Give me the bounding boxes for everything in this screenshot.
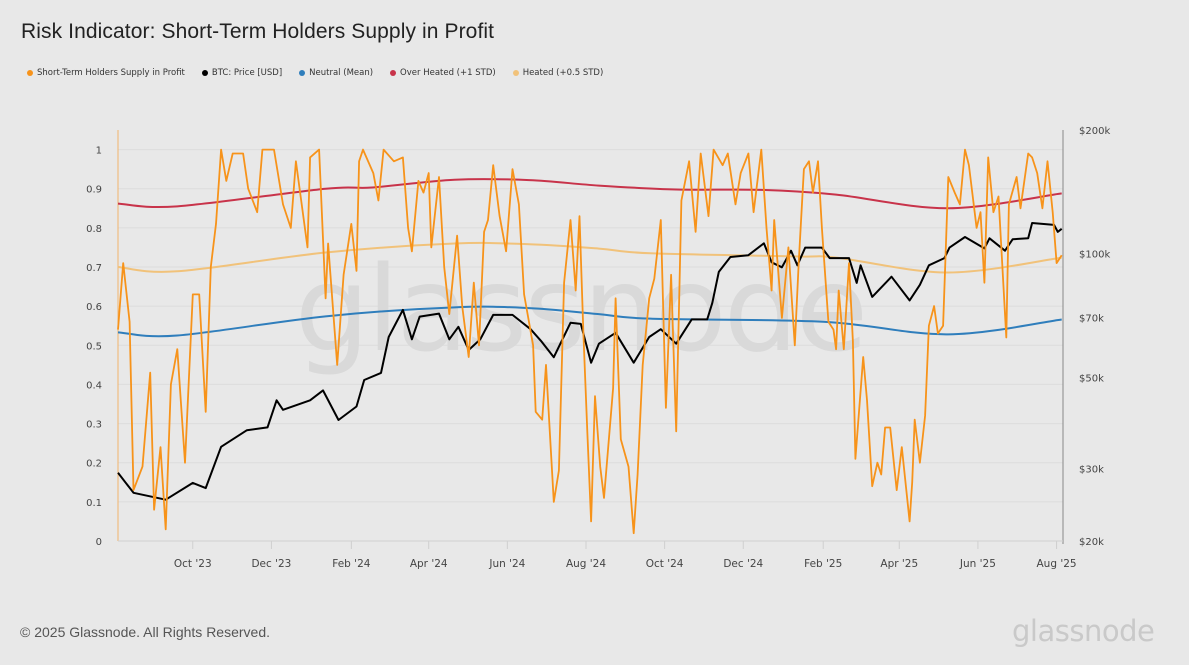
y-left-tick-label: 0.3	[86, 420, 102, 431]
series-neutral-mean	[117, 305, 1062, 338]
axes: 0 0.1 0.2 0.3 0.4 0.5 0.6 0.7 0.8 0.9 1 $20k $30k $50…	[86, 126, 1110, 570]
x-tick-label: Apr '25	[880, 558, 918, 570]
y-left-tick-label: 0.1	[86, 498, 102, 509]
series-heated	[117, 241, 1062, 274]
legend-item-heated[interactable]: Heated (+0.5 STD)	[512, 68, 604, 78]
legend-label: BTC: Price [USD]	[211, 68, 283, 78]
y-right-tick-label: $50k	[1079, 373, 1104, 384]
x-tick-label: Dec '24	[723, 558, 763, 570]
x-tick-label: Apr '24	[410, 558, 448, 570]
x-tick-label: Jun '25	[959, 558, 996, 570]
x-tick-label: Feb '24	[332, 558, 370, 570]
series-sth-supply-in-profit	[117, 148, 1063, 535]
x-tick-label: Aug '25	[1037, 558, 1077, 570]
y-right-tick-label: $70k	[1079, 313, 1104, 324]
y-right-tick-label: $30k	[1079, 465, 1104, 476]
y-left-tick-label: 0.5	[86, 341, 102, 352]
watermark: glassnode	[295, 240, 865, 378]
x-tick-label: Oct '24	[646, 558, 684, 570]
y-left-tick-label: 0.4	[86, 380, 102, 391]
y-left-tick-label: 0	[96, 537, 102, 548]
copyright-text: © 2025 Glassnode. All Rights Reserved.	[20, 624, 271, 640]
y-left-tick-label: 0.9	[86, 185, 102, 196]
legend-dot-icon	[27, 70, 33, 76]
y-left-tick-label: 0.6	[86, 302, 102, 313]
legend: Short-Term Holders Supply in Profit BTC:…	[27, 68, 620, 78]
x-tick-label: Feb '25	[804, 558, 842, 570]
x-tick-label: Dec '23	[251, 558, 291, 570]
series-sth-supply-in-profit-line	[117, 148, 1063, 535]
y-left-tick-label: 0.2	[86, 459, 102, 470]
legend-label: Over Heated (+1 STD)	[400, 68, 496, 78]
legend-item-over-heated[interactable]: Over Heated (+1 STD)	[390, 68, 496, 78]
y-right-tick-label: $20k	[1079, 537, 1104, 548]
legend-item-neutral[interactable]: Neutral (Mean)	[299, 68, 373, 78]
legend-dot-icon	[390, 70, 397, 76]
chart-title: Risk Indicator: Short-Term Holders Suppl…	[21, 20, 495, 43]
glassnode-logo: glassnode	[1012, 614, 1155, 648]
series-heated-line	[117, 241, 1062, 274]
x-tick-label: Oct '23	[174, 558, 212, 570]
legend-label: Short-Term Holders Supply in Profit	[37, 68, 185, 78]
series-neutral-mean-line	[117, 305, 1062, 338]
y-right-tick-label: $100k	[1079, 250, 1110, 261]
series-lines	[117, 148, 1063, 535]
y-left-tick-label: 0.7	[86, 263, 102, 274]
x-tick-label: Aug '24	[566, 558, 606, 570]
y-left-tick-label: 0.8	[86, 224, 102, 235]
legend-dot-icon	[201, 70, 208, 76]
chart-plot: glassnode 0 0.1 0.2 0.3 0.4 0.5 0.6 0.7 0.8 0.9 1 $…	[86, 126, 1110, 570]
legend-item-btc-price[interactable]: BTC: Price [USD]	[201, 68, 283, 78]
series-btc-price	[117, 222, 1063, 501]
legend-dot-icon	[512, 70, 519, 76]
series-over-heated	[117, 178, 1062, 210]
series-over-heated-line	[117, 178, 1062, 210]
y-right-tick-label: $200k	[1079, 126, 1110, 137]
legend-dot-icon	[299, 70, 306, 76]
x-tick-label: Jun '24	[488, 558, 525, 570]
legend-label: Neutral (Mean)	[309, 68, 374, 78]
y-left-tick-label: 1	[96, 146, 102, 157]
legend-item-sth-supply[interactable]: Short-Term Holders Supply in Profit	[27, 68, 185, 78]
series-btc-price-line	[117, 222, 1063, 501]
legend-label: Heated (+0.5 STD)	[522, 68, 604, 78]
